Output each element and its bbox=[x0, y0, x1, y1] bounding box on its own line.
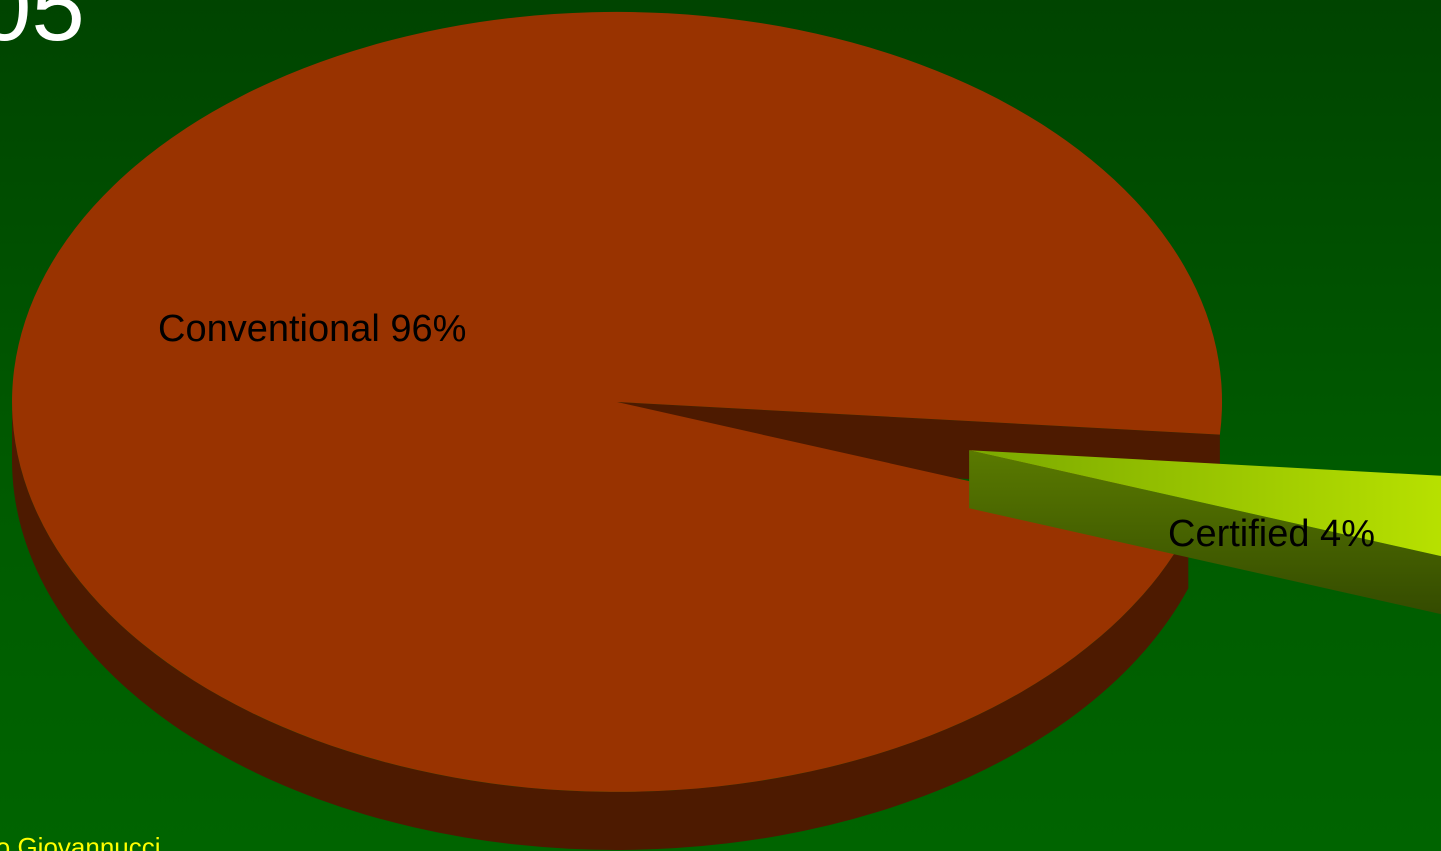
label-certified: Certified 4% bbox=[1168, 513, 1375, 555]
slice-conventional-top bbox=[12, 11, 1223, 792]
footer-credit: lo Giovannucci bbox=[0, 832, 161, 851]
slice-conventional bbox=[12, 11, 1223, 850]
slice-certified bbox=[969, 450, 1441, 615]
slice-certified-side bbox=[969, 450, 1441, 615]
label-conventional: Conventional 96% bbox=[158, 308, 466, 350]
slide-title: 05 bbox=[0, 0, 85, 61]
slice-conventional-side bbox=[12, 402, 1189, 850]
slice-certified-top bbox=[969, 450, 1441, 557]
